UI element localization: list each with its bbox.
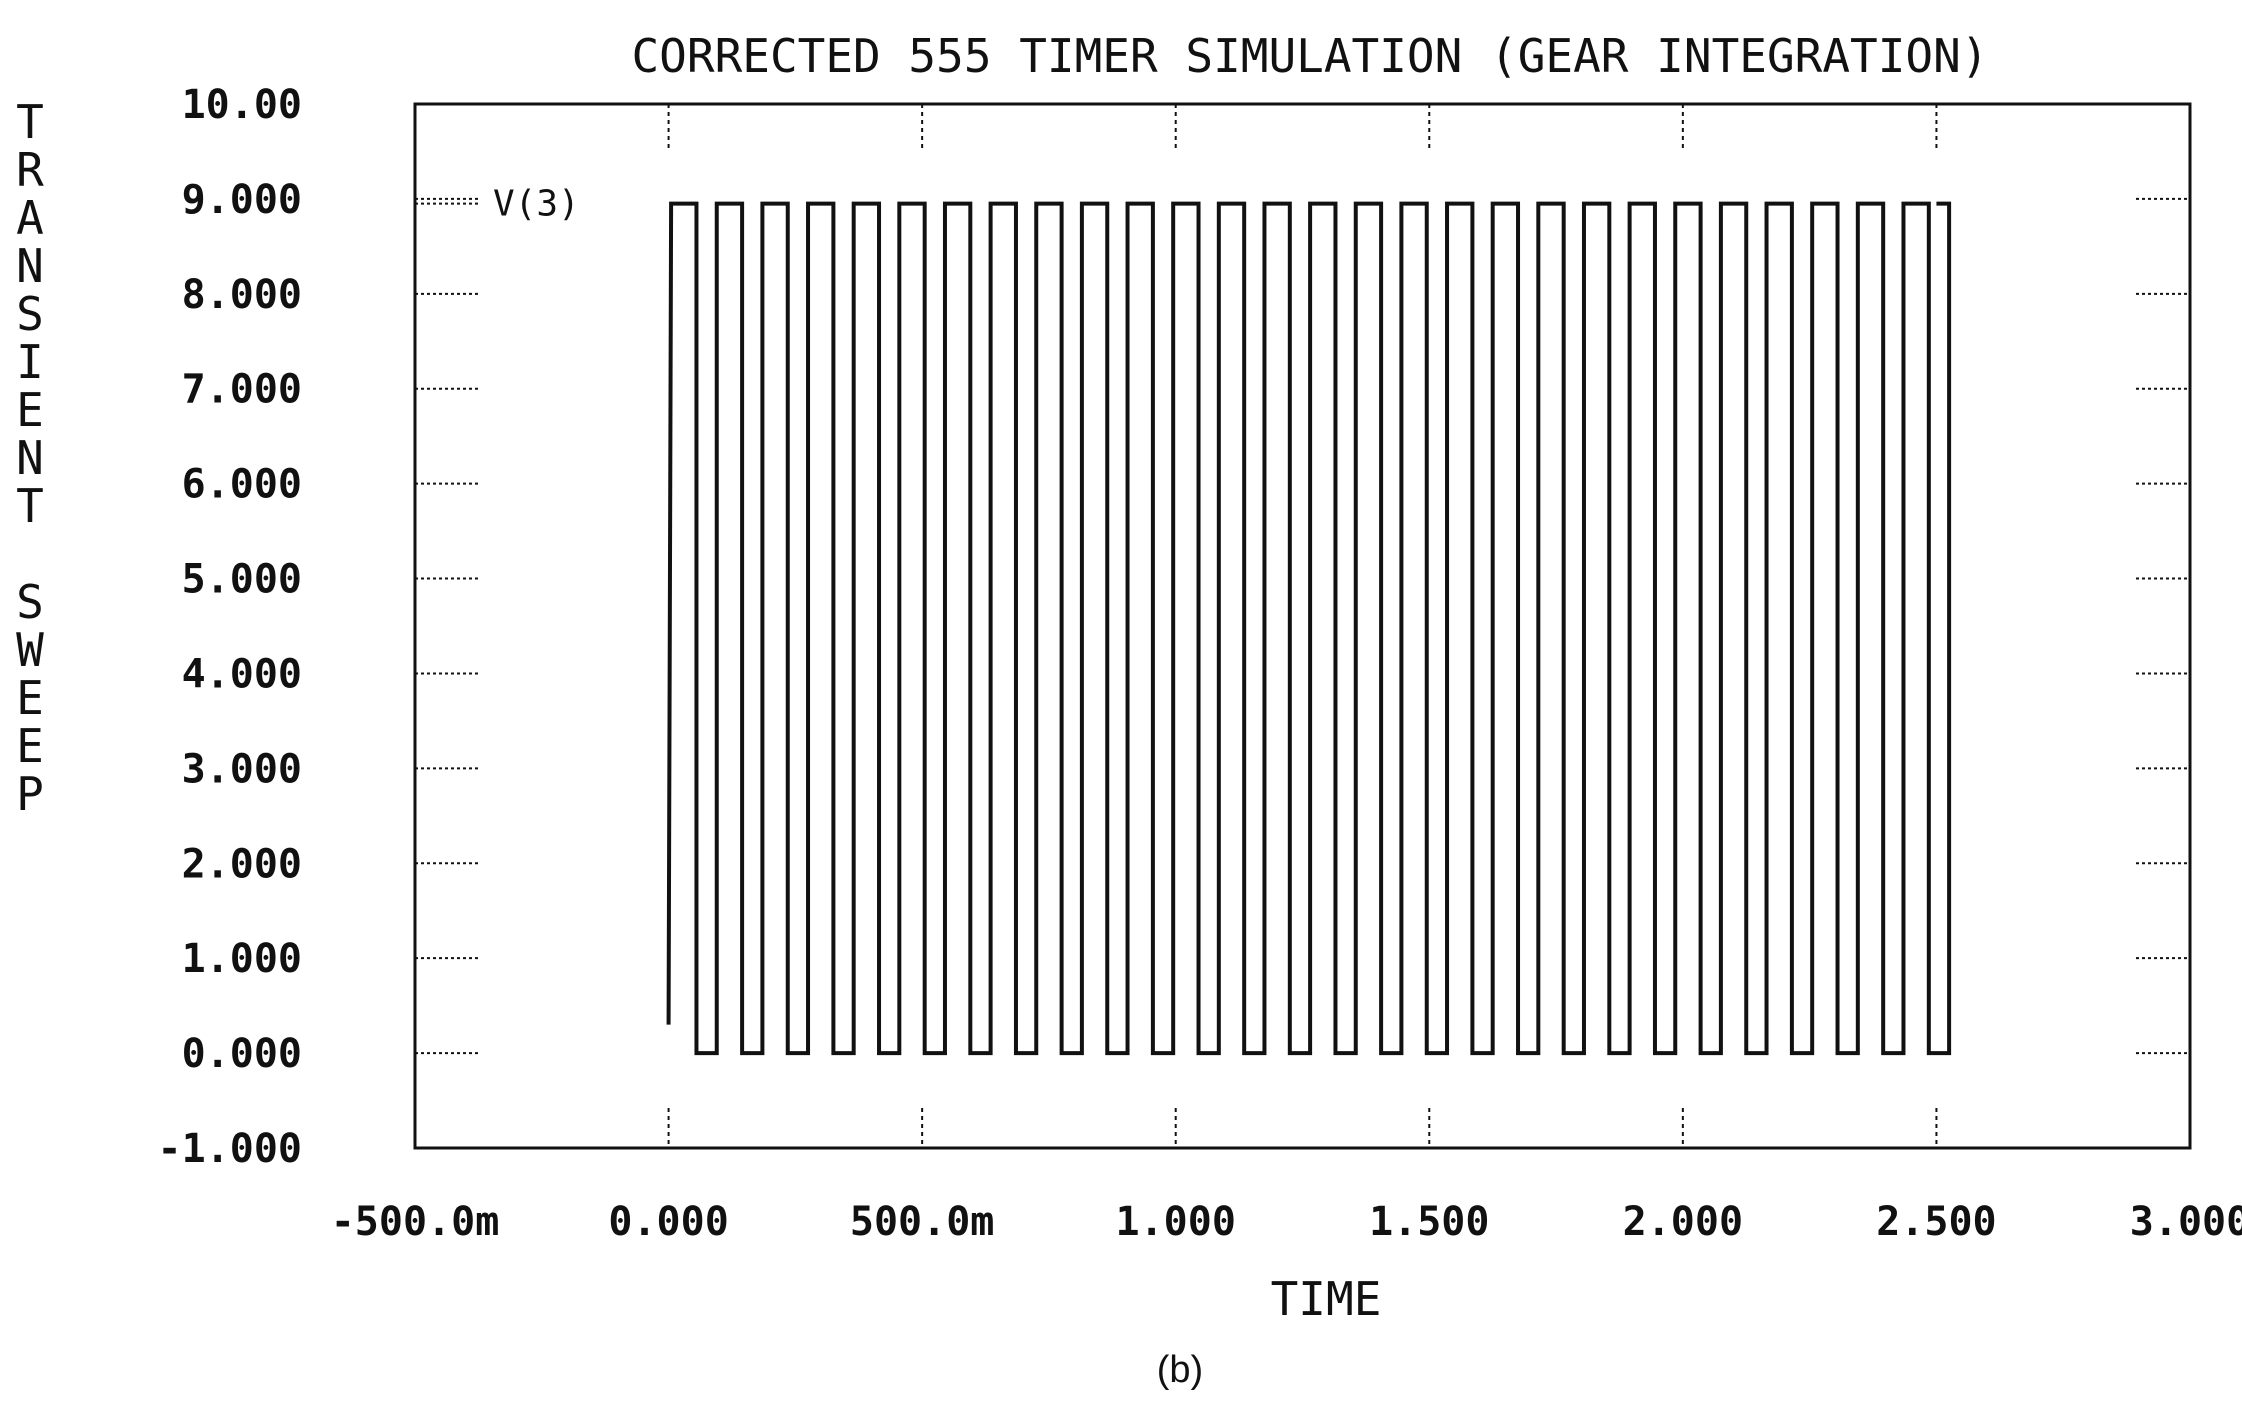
y-axis-label-char: I bbox=[16, 335, 44, 389]
y-axis-label-char: T bbox=[16, 479, 44, 533]
y-tick-label: 9.000 bbox=[182, 177, 302, 223]
y-axis-label-char: E bbox=[16, 671, 44, 725]
y-tick-label: 5.000 bbox=[182, 557, 302, 603]
y-tick-label: 0.000 bbox=[182, 1031, 302, 1077]
x-tick-label: -500.0m bbox=[331, 1199, 500, 1245]
x-axis-label: TIME bbox=[1271, 1272, 1382, 1326]
x-tick-label: 2.500 bbox=[1876, 1199, 1996, 1245]
grid bbox=[415, 104, 2190, 1148]
y-tick-label: 1.000 bbox=[182, 936, 302, 982]
y-tick-label: -1.000 bbox=[158, 1126, 303, 1172]
series-line-v3 bbox=[666, 201, 1952, 1056]
legend-label-v3: V(3) bbox=[493, 184, 580, 225]
x-tick-label: 2.000 bbox=[1623, 1199, 1743, 1245]
y-tick-label: 2.000 bbox=[182, 841, 302, 887]
y-axis-label-char: P bbox=[16, 767, 44, 821]
y-axis-label-char: S bbox=[16, 287, 44, 341]
y-axis-label-char: N bbox=[16, 431, 44, 485]
y-axis-label-char: T bbox=[16, 95, 44, 149]
x-tick-label: 500.0m bbox=[850, 1199, 995, 1245]
y-axis-label-char: R bbox=[16, 143, 44, 197]
y-tick-label: 7.000 bbox=[182, 367, 302, 413]
y-axis-label-char: A bbox=[16, 191, 44, 245]
x-tick-label: 1.500 bbox=[1369, 1199, 1489, 1245]
y-axis-label-char: S bbox=[16, 575, 44, 629]
x-tick-label: 1.000 bbox=[1116, 1199, 1236, 1245]
plot-frame bbox=[413, 102, 2192, 1150]
y-axis-label-char: E bbox=[16, 383, 44, 437]
y-tick-label: 4.000 bbox=[182, 651, 302, 697]
x-tick-labels: -500.0m 0.000 500.0m 1.000 1.500 2.000 2.500 3.… bbox=[331, 1199, 2242, 1245]
chart-title: CORRECTED 555 TIMER SIMULATION (GEAR INT… bbox=[631, 29, 1988, 83]
y-axis-label-char: E bbox=[16, 719, 44, 773]
x-tick-label: 0.000 bbox=[608, 1199, 728, 1245]
y-axis-label-char: N bbox=[16, 239, 44, 293]
y-tick-labels: -1.000 0.000 1.000 2.000 3.000 4.000 5.000 6.00… bbox=[158, 82, 303, 1172]
y-tick-label: 10.00 bbox=[182, 82, 302, 128]
y-tick-label: 6.000 bbox=[182, 462, 302, 508]
y-tick-label: 8.000 bbox=[182, 272, 302, 318]
y-tick-label: 3.000 bbox=[182, 746, 302, 792]
y-axis-label-char: W bbox=[16, 623, 44, 677]
x-tick-label: 3.000 bbox=[2130, 1199, 2242, 1245]
figure-caption: (b) bbox=[1157, 1349, 1203, 1391]
